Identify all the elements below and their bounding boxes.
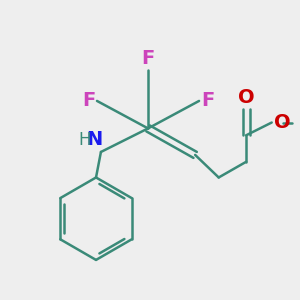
Text: O: O bbox=[238, 88, 254, 107]
Text: F: F bbox=[82, 92, 95, 110]
Text: O: O bbox=[274, 113, 290, 132]
Text: F: F bbox=[201, 92, 214, 110]
Text: F: F bbox=[141, 49, 155, 68]
Text: H: H bbox=[79, 131, 91, 149]
Text: N: N bbox=[87, 130, 103, 149]
